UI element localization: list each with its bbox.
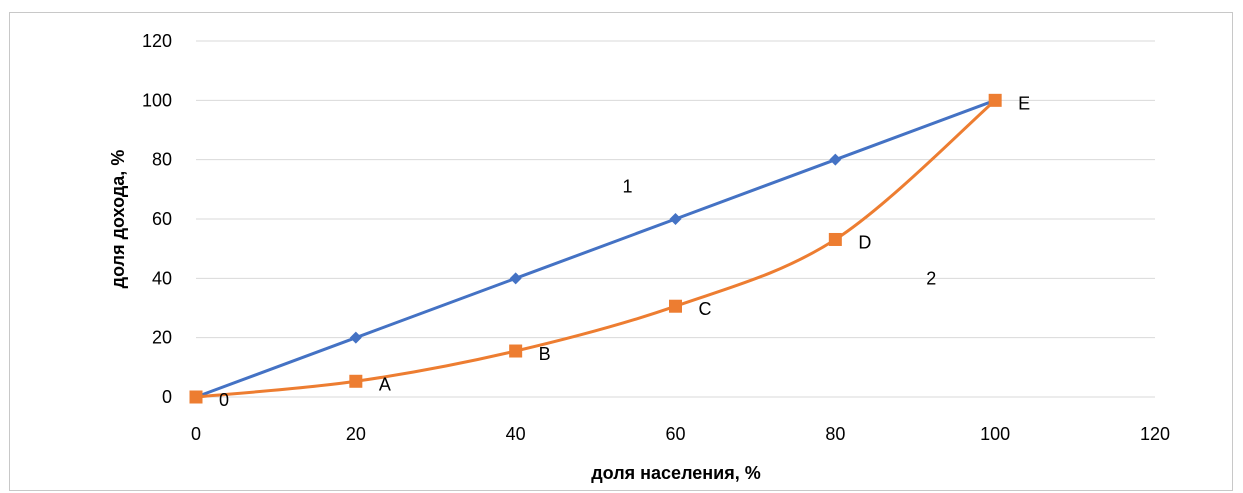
annotations: 12 xyxy=(623,176,937,288)
y-tick-label: 20 xyxy=(152,328,172,348)
x-tick-label: 20 xyxy=(346,424,366,444)
series-1-point xyxy=(669,213,682,225)
series-2-point xyxy=(349,374,363,388)
chart-frame xyxy=(9,12,1233,491)
point-label: D xyxy=(858,232,871,252)
series-1-point xyxy=(349,331,362,344)
x-tick-label: 100 xyxy=(980,424,1010,444)
point-label: 0 xyxy=(219,390,229,410)
y-tick-label: 100 xyxy=(142,90,172,110)
series-1-point xyxy=(509,272,522,285)
y-tick-label: 120 xyxy=(142,31,172,51)
x-tick-labels: 0 20 40 60 80 100 120 xyxy=(191,424,1170,444)
series-2-point xyxy=(669,299,682,313)
x-tick-label: 40 xyxy=(506,424,526,444)
series-annotation: 1 xyxy=(623,176,633,196)
y-tick-label: 60 xyxy=(152,209,172,229)
point-label: E xyxy=(1018,93,1030,113)
point-labels: 0 A B C D E xyxy=(219,93,1030,410)
series-lines xyxy=(194,98,997,399)
y-tick-label: 0 xyxy=(162,387,172,407)
point-label: B xyxy=(539,344,551,364)
y-axis-title: доля дохода, % xyxy=(108,150,128,289)
x-tick-label: 80 xyxy=(825,424,845,444)
point-label: C xyxy=(699,299,712,319)
y-tick-labels: 0 20 40 60 80 100 120 xyxy=(142,31,172,407)
series-1-point xyxy=(829,153,842,166)
x-axis-title: доля населения, % xyxy=(591,463,760,483)
series-2-point xyxy=(828,232,842,246)
y-tick-label: 80 xyxy=(152,150,172,170)
x-tick-label: 0 xyxy=(191,424,201,444)
series-1-line xyxy=(194,98,997,399)
x-tick-label: 120 xyxy=(1140,424,1170,444)
series-2-line xyxy=(194,98,997,399)
y-tick-label: 40 xyxy=(152,268,172,288)
series-2-point xyxy=(189,390,203,404)
series-2-point xyxy=(509,344,523,358)
series-2-point xyxy=(988,93,1002,107)
series-markers xyxy=(189,93,1002,404)
x-tick-label: 60 xyxy=(665,424,685,444)
series-annotation: 2 xyxy=(926,268,936,288)
point-label: A xyxy=(379,374,391,394)
